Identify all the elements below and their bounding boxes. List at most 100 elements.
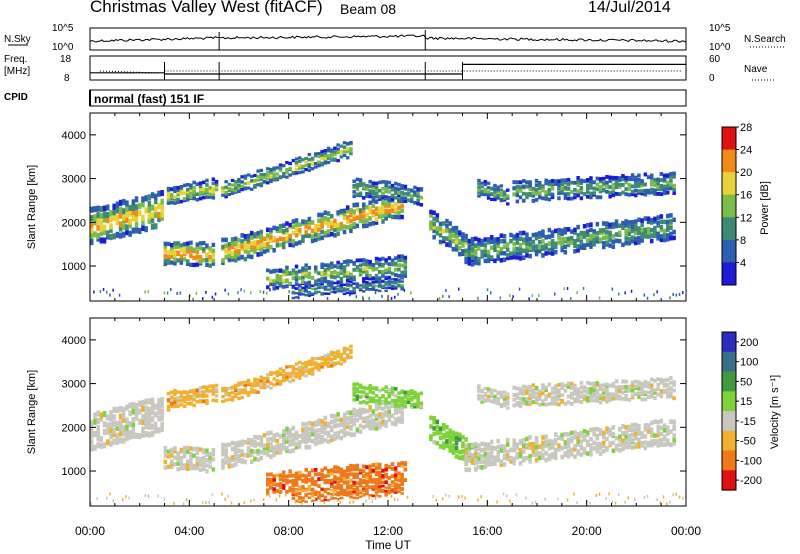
power-cell (534, 197, 539, 202)
power-cell (304, 233, 308, 238)
power-cell (419, 203, 424, 207)
velocity-cell (342, 412, 347, 417)
power-cell (634, 175, 638, 180)
power-cell (627, 226, 632, 232)
power-cell (339, 269, 344, 274)
velocity-cell (371, 478, 376, 482)
velocity-cell (333, 492, 335, 495)
power-cell (227, 292, 230, 296)
velocity-cell (397, 399, 401, 403)
velocity-cell (298, 360, 302, 364)
power-cell (554, 179, 558, 184)
power-cell (371, 189, 376, 194)
power-cell (339, 280, 344, 285)
velocity-cell (557, 435, 561, 441)
power-cell (454, 243, 459, 249)
velocity-cell (614, 393, 619, 398)
velocity-cell (611, 500, 614, 504)
power-cell (346, 209, 350, 214)
velocity-cell (486, 396, 491, 400)
power-cell (330, 271, 334, 275)
velocity-cell (147, 431, 152, 438)
velocity-cell (598, 393, 603, 398)
power-cell (557, 228, 561, 233)
power-cell (474, 258, 478, 264)
power-cell (211, 189, 216, 194)
power-cell (307, 293, 310, 297)
velocity-cell (525, 396, 529, 401)
velocity-cell (269, 372, 273, 376)
velocity-cell (368, 396, 372, 400)
power-cell (381, 262, 385, 267)
power-cell (106, 212, 110, 219)
power-cell (154, 223, 158, 230)
velocity-cell (122, 430, 126, 437)
y-tick-label: 4000 (62, 335, 86, 347)
velocity-cell (253, 389, 257, 393)
power-cell (118, 212, 123, 219)
velocity-cell (362, 464, 366, 469)
velocity-cell (461, 441, 465, 446)
power-cell (627, 220, 632, 225)
power-cell (525, 184, 529, 189)
power-cell (234, 241, 238, 247)
velocity-cell (211, 448, 216, 453)
site-title: Christmas Valley West (fitACF) (90, 0, 323, 16)
velocity-cell (243, 452, 248, 458)
power-cell (211, 192, 216, 196)
velocity-cell (384, 464, 388, 468)
velocity-cell (522, 384, 526, 389)
colorbar-swatch (722, 149, 736, 173)
power-cell (141, 219, 145, 226)
power-cell (189, 249, 193, 254)
velocity-cell (374, 492, 379, 496)
velocity-cell (470, 460, 475, 465)
power-cell (154, 212, 158, 219)
power-cell (333, 227, 337, 233)
power-cell (394, 281, 398, 284)
power-cell (525, 195, 529, 200)
velocity-cell (221, 492, 223, 496)
power-cell (390, 258, 395, 263)
power-cell (666, 184, 670, 188)
velocity-cell (298, 376, 302, 380)
velocity-cell (342, 348, 347, 352)
power-cell (118, 221, 123, 228)
velocity-cell (285, 426, 289, 432)
power-cell (154, 206, 158, 213)
power-cell (541, 253, 545, 258)
velocity-cell (141, 399, 145, 406)
velocity-cell (269, 485, 273, 489)
velocity-cell (368, 419, 372, 424)
power-y-axis-label: Slant Range [km] (26, 165, 38, 249)
power-cell (214, 292, 217, 296)
power-cell (336, 159, 340, 163)
power-cell (480, 254, 484, 259)
velocity-cell (163, 453, 168, 459)
velocity-cell (400, 399, 404, 403)
velocity-cell (179, 460, 184, 465)
power-cell (138, 210, 142, 217)
velocity-cell (230, 455, 235, 460)
velocity-cell (272, 437, 276, 443)
power-cell (554, 182, 558, 186)
power-cell (301, 234, 305, 240)
power-cell (515, 180, 520, 185)
power-cell (390, 285, 395, 288)
colorbar-tick-label: 8 (740, 235, 746, 247)
velocity-cell (320, 472, 324, 477)
velocity-cell (656, 392, 660, 397)
power-cell (352, 291, 356, 295)
velocity-cell (227, 459, 232, 465)
power-cell (515, 246, 520, 252)
power-cell (550, 251, 555, 256)
power-cell (390, 204, 395, 209)
power-cell (272, 248, 276, 253)
velocity-cell (237, 448, 241, 454)
power-cell (326, 292, 331, 295)
velocity-cell (90, 427, 94, 434)
power-cell (432, 210, 436, 216)
power-cell (109, 216, 113, 223)
power-cell (384, 183, 388, 188)
power-cell (598, 179, 603, 184)
